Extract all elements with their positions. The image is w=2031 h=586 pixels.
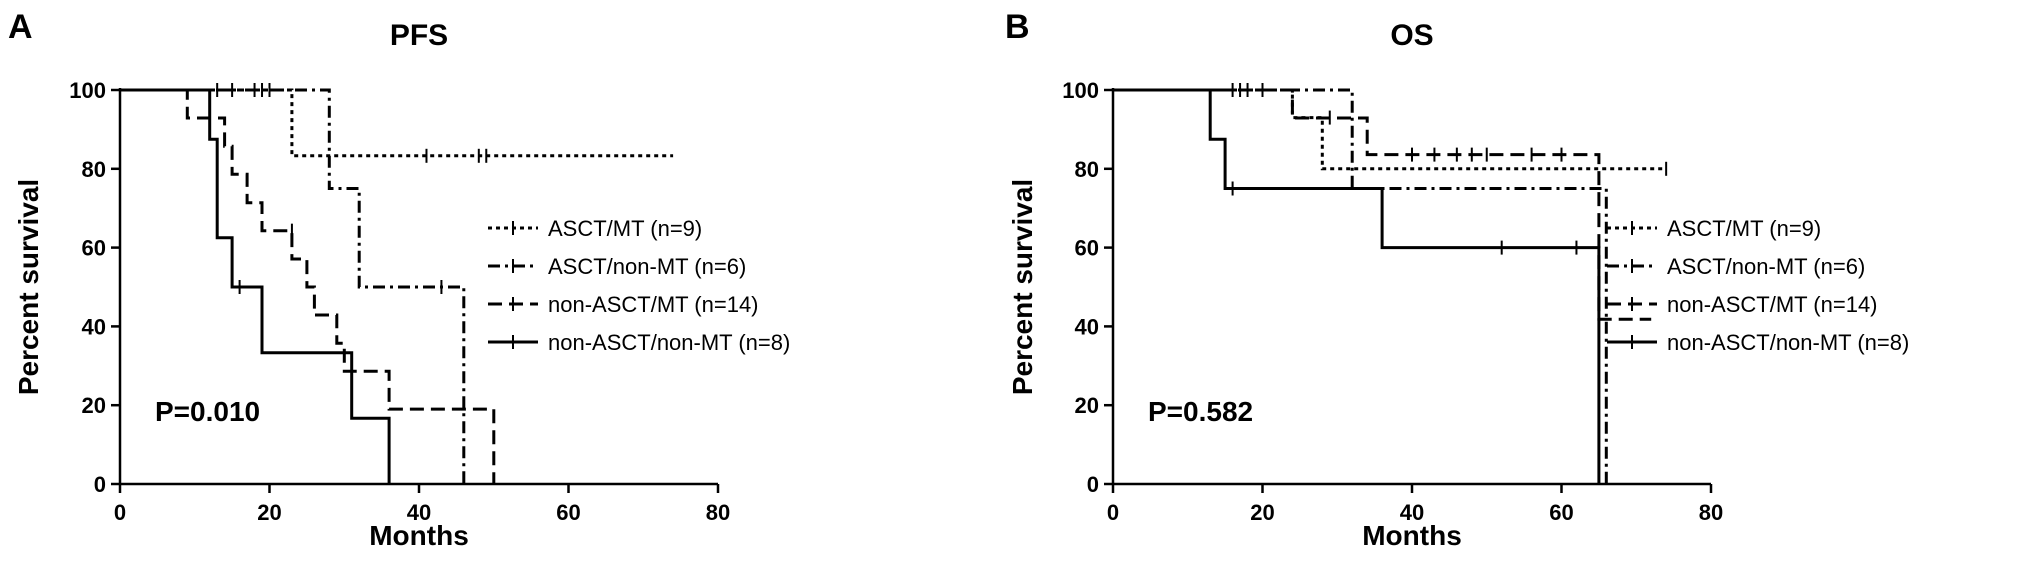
x-axis-label: Months [1362,520,1462,551]
y-axis-label: Percent survival [13,179,44,395]
survival-curve-1 [120,88,674,158]
legend-label: non-ASCT/non-MT (n=8) [1667,330,1909,355]
p-value-annotation: P=0.582 [1148,396,1253,427]
x-tick-label: 40 [407,500,431,525]
p-value-annotation: P=0.010 [155,396,260,427]
y-tick-label: 0 [1087,472,1099,497]
legend-label: ASCT/non-MT (n=6) [548,254,746,279]
survival-curve-1 [1113,88,1667,171]
survival-curve-4 [120,88,391,484]
x-tick-label: 0 [114,500,126,525]
panel-b: B OS Months Percent survival 0 20 40 60 80 100 0 20… [1005,8,1909,551]
y-tick-label: 20 [82,393,106,418]
x-tick-label: 0 [1107,500,1119,525]
y-tick-label: 60 [82,236,106,261]
y-tick-label: 80 [82,157,106,182]
survival-curve-2 [120,88,466,484]
x-tick-label: 60 [556,500,580,525]
y-tick-label: 60 [1075,236,1099,261]
y-tick-label: 40 [82,314,106,339]
survival-curve-4 [1113,88,1601,484]
chart-title: PFS [390,19,448,52]
panel-letter: B [1005,8,1030,46]
legend-label: ASCT/non-MT (n=6) [1667,254,1865,279]
survival-curve-3 [120,88,496,484]
panel-a: A PFS Months Percent survival 0 20 40 60 80 100 0 2… [8,8,790,551]
y-tick-label: 80 [1075,157,1099,182]
legend-label: non-ASCT/MT (n=14) [548,292,759,317]
x-tick-label: 80 [706,500,730,525]
panel-letter: A [8,8,33,46]
y-tick-label: 100 [69,78,106,103]
x-tick-label: 60 [1549,500,1573,525]
y-tick-label: 20 [1075,393,1099,418]
x-tick-label: 20 [1250,500,1274,525]
legend-label: non-ASCT/MT (n=14) [1667,292,1878,317]
y-tick-label: 100 [1062,78,1099,103]
legend-label: non-ASCT/non-MT (n=8) [548,330,790,355]
y-axis-label: Percent survival [1007,179,1038,395]
x-axis-label: Months [369,520,469,551]
x-tick-label: 40 [1400,500,1424,525]
survival-curve-3 [1113,88,1652,321]
legend-label: ASCT/MT (n=9) [548,216,702,241]
x-tick-label: 20 [257,500,281,525]
y-tick-label: 0 [94,472,106,497]
x-tick-label: 80 [1699,500,1723,525]
chart-title: OS [1390,19,1433,52]
legend-label: ASCT/MT (n=9) [1667,216,1821,241]
y-tick-label: 40 [1075,314,1099,339]
